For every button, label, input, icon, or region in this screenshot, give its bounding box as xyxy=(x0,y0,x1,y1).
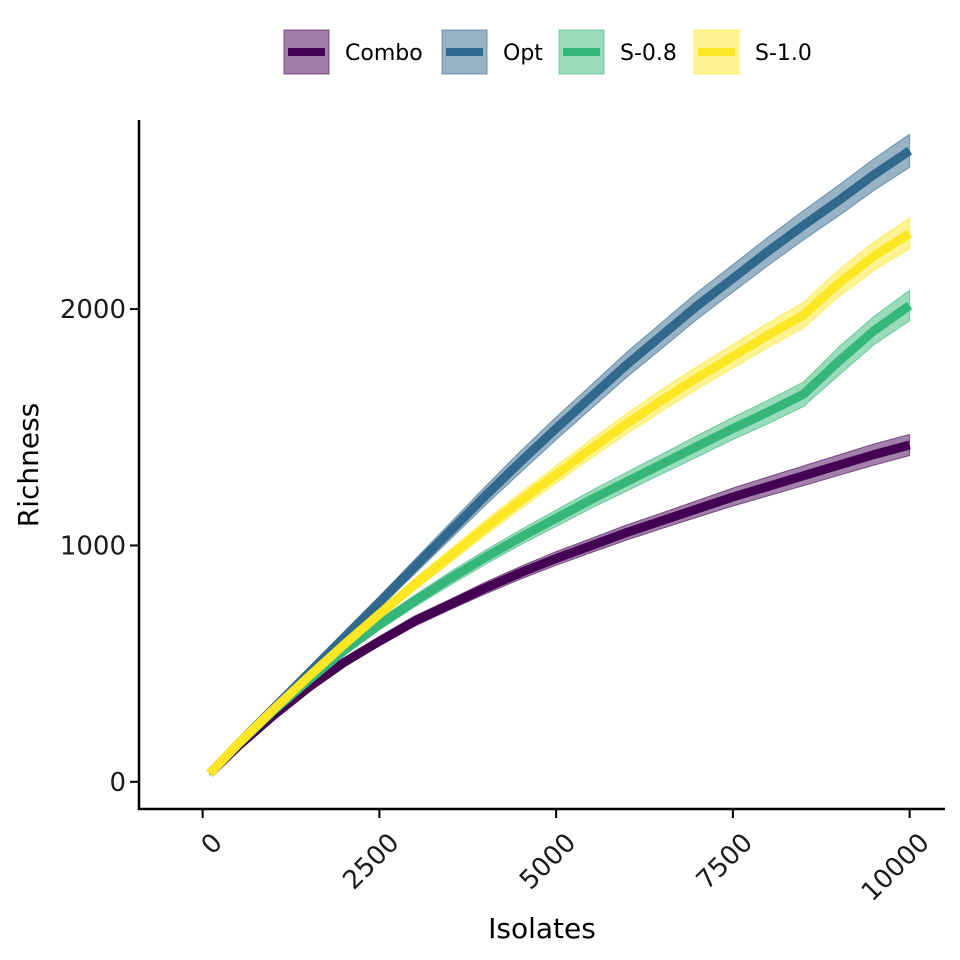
legend-label-s-0-8: S-0.8 xyxy=(620,41,677,66)
x-ticks: 0 2500 5000 7500 10000 xyxy=(196,809,936,907)
y-ticks: 0 1000 2000 xyxy=(60,295,139,798)
band-s-0-8 xyxy=(209,289,911,776)
line-combo xyxy=(206,440,911,777)
x-tick-label-2500: 2500 xyxy=(337,828,405,896)
series-lines xyxy=(206,146,913,777)
legend-label-opt: Opt xyxy=(503,41,543,66)
x-axis-title: Isolates xyxy=(488,912,596,945)
x-tick-label-5000: 5000 xyxy=(514,828,582,896)
line-s-0-8 xyxy=(206,301,913,777)
y-tick-label-1000: 1000 xyxy=(60,531,126,561)
y-axis-title: Richness xyxy=(12,403,45,528)
band-combo xyxy=(209,433,911,776)
axes xyxy=(137,120,945,811)
legend: Combo Opt S-0.8 S-1.0 xyxy=(283,29,812,75)
y-tick-label-2000: 2000 xyxy=(60,295,126,325)
legend-label-s-1-0: S-1.0 xyxy=(755,41,812,66)
band-s-1-0 xyxy=(209,217,911,776)
y-tick-label-0: 0 xyxy=(109,768,126,798)
line-s-1-0 xyxy=(206,229,913,777)
legend-label-combo: Combo xyxy=(345,41,423,66)
x-tick-label-10000: 10000 xyxy=(856,828,936,908)
x-tick-label-0: 0 xyxy=(196,828,229,861)
x-tick-label-7500: 7500 xyxy=(691,828,759,896)
